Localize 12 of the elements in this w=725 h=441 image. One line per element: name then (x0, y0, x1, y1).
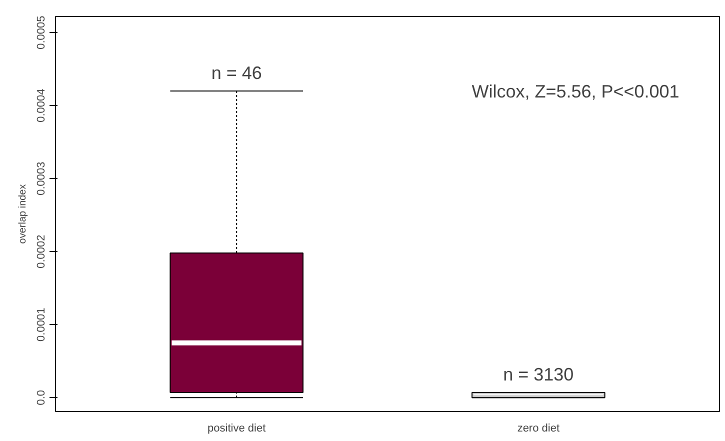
x-tick-label: positive diet (208, 422, 266, 434)
y-tick-label: 0.0003 (36, 162, 48, 196)
y-tick-label: 0.0002 (36, 234, 48, 268)
y-tick-label: 0.0005 (36, 16, 48, 50)
x-tick-label: zero diet (517, 422, 560, 434)
y-axis-title: overlap index (18, 184, 28, 244)
y-tick-label: 0.0004 (36, 88, 48, 122)
y-tick-label: 0.0 (36, 390, 48, 406)
y-tick-label: 0.0001 (36, 308, 48, 342)
annotation: Wilcox, Z=5.56, P<<0.001 (472, 82, 680, 102)
annotation: n = 46 (211, 62, 262, 83)
annotation: n = 3130 (503, 364, 574, 385)
